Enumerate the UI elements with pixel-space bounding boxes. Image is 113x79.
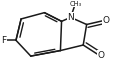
Text: O: O (97, 51, 104, 60)
Text: CH₃: CH₃ (69, 1, 81, 7)
Text: N: N (67, 13, 73, 22)
Text: O: O (102, 16, 109, 25)
Text: F: F (1, 36, 6, 45)
